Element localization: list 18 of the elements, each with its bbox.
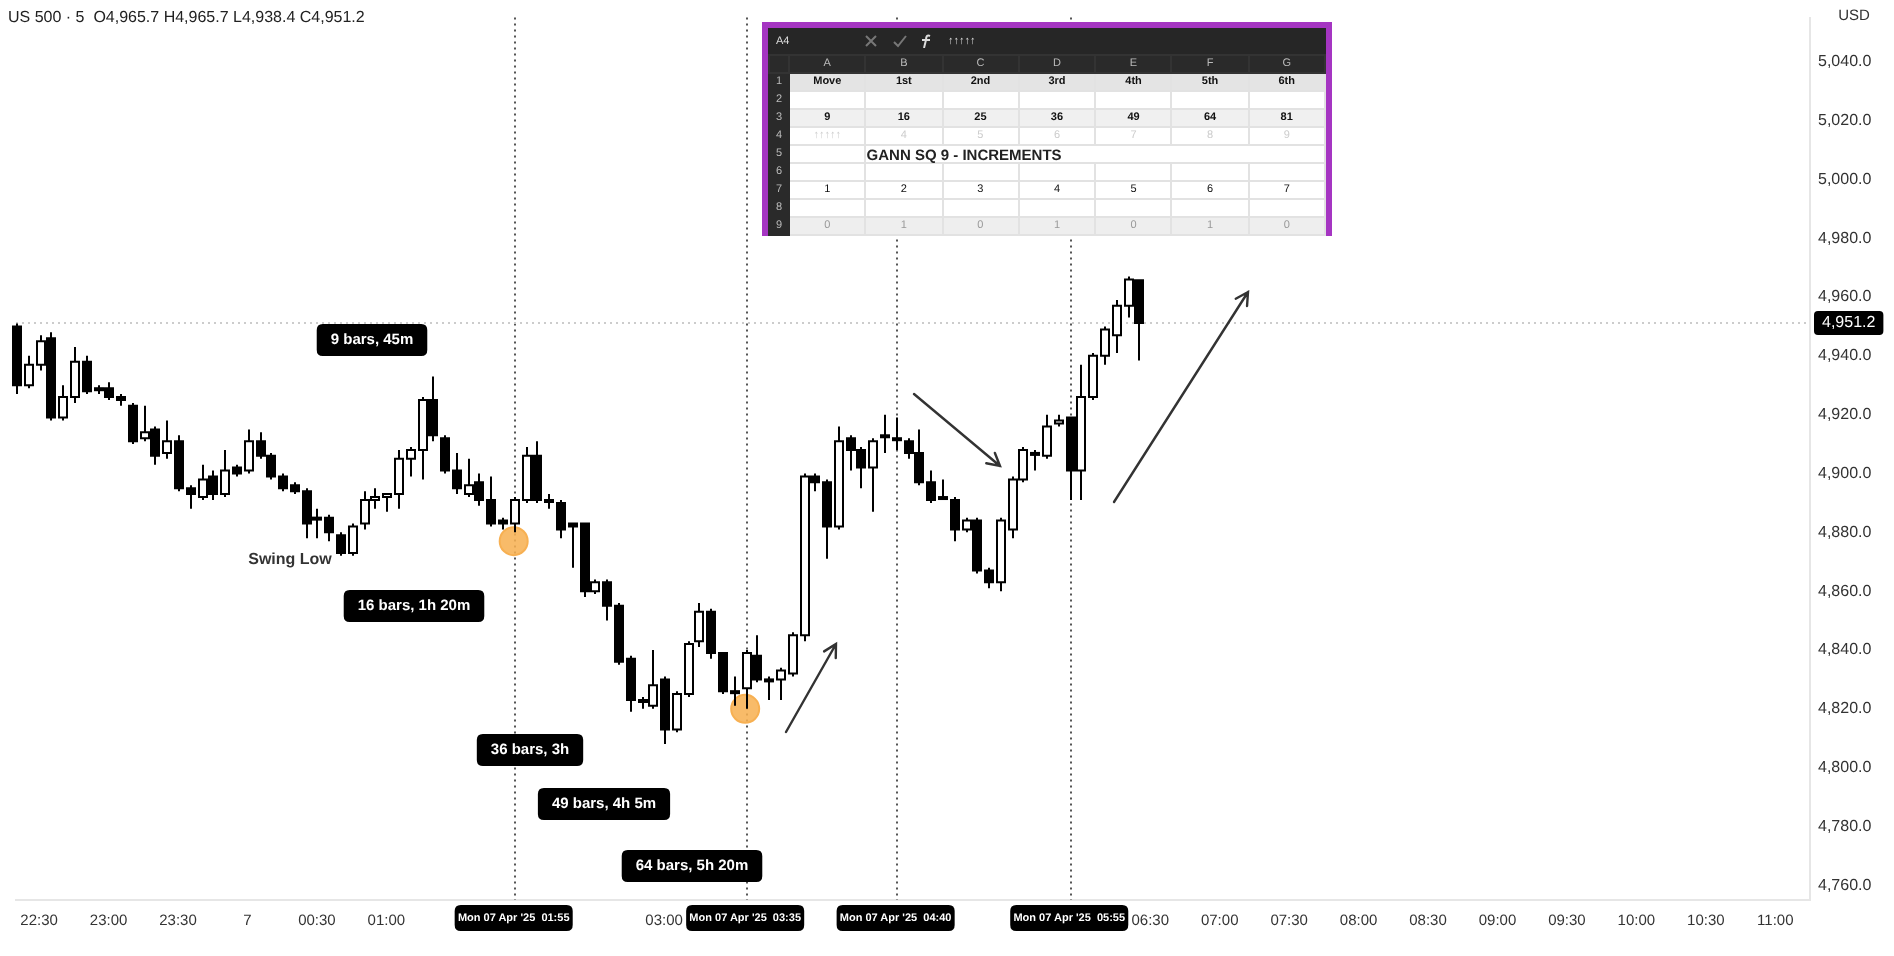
y-tick-label: 4,900.0 xyxy=(1818,463,1873,482)
y-tick-label: 4,780.0 xyxy=(1818,816,1873,835)
y-tick-label: 5,000.0 xyxy=(1818,169,1873,188)
y-tick-label: 5,040.0 xyxy=(1818,52,1873,71)
y-tick-label: 4,800.0 xyxy=(1818,758,1873,777)
annotation: Swing Low xyxy=(248,550,334,569)
y-tick-label: 4,920.0 xyxy=(1818,405,1873,424)
y-tick-label: 4,820.0 xyxy=(1818,699,1873,718)
y-tick-label: 5,020.0 xyxy=(1818,110,1873,129)
y-tick-label: 4,960.0 xyxy=(1818,287,1873,306)
ref-line-label: 4,951.2 xyxy=(1822,313,1877,332)
y-tick-label: 4,760.0 xyxy=(1818,875,1873,894)
y-tick-label: 4,840.0 xyxy=(1818,640,1873,659)
chart-title: US 500 · 5 O4,965.7 H4,965.7 L4,938.4 C4,951.2 xyxy=(8,8,366,27)
y-tick-label: 4,940.0 xyxy=(1818,346,1873,365)
y-tick-label: 4,880.0 xyxy=(1818,522,1873,541)
y-tick-label: 4,980.0 xyxy=(1818,228,1873,247)
y-tick-label: 4,860.0 xyxy=(1818,581,1873,600)
